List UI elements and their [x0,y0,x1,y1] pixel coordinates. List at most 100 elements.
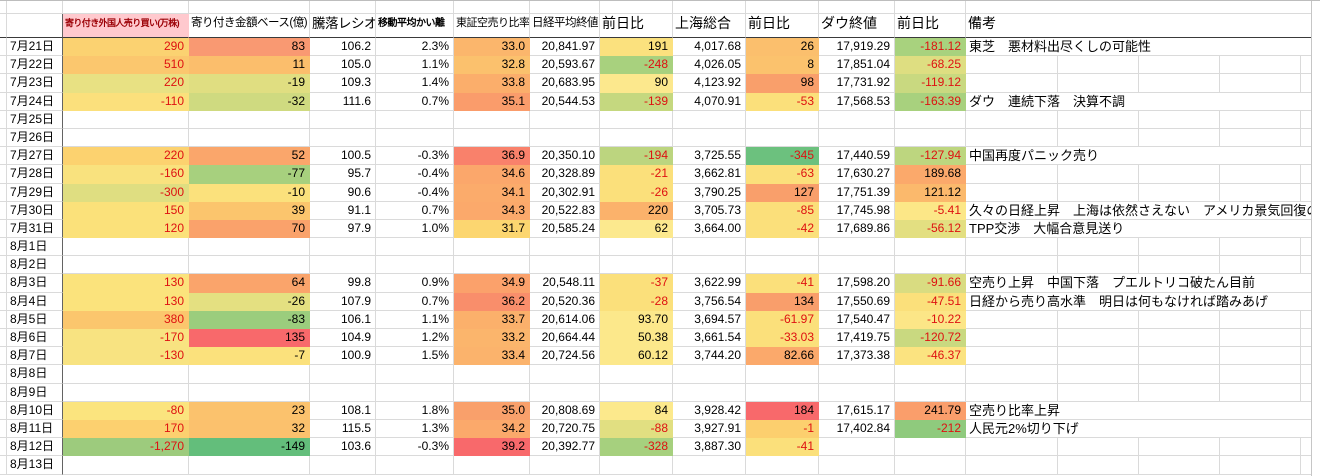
cell-nikkei[interactable]: 20,328.89 [530,165,600,183]
cell-amount[interactable]: 39 [189,202,310,220]
cell-foreign[interactable]: -1,270 [63,438,189,456]
cell-ratio[interactable]: 95.7 [310,165,376,183]
cell-nikkei_chg[interactable]: -28 [600,293,673,311]
cell-shanghai[interactable]: 3,705.73 [673,202,746,220]
cell-nikkei_chg[interactable]: -194 [600,147,673,165]
cell-ma[interactable]: 1.2% [376,329,454,347]
remark-cell[interactable]: ダウ 連続下落 決算不調 [966,93,1320,111]
cell-shanghai_chg[interactable]: -41 [746,438,819,456]
date-cell[interactable]: 8月6日 [7,329,63,347]
cell-dow[interactable]: 17,419.75 [819,329,895,347]
cell-nikkei_chg[interactable]: 50.38 [600,329,673,347]
cell-short[interactable] [454,111,530,129]
cell-nikkei[interactable]: 20,585.24 [530,220,600,238]
cell-dow_chg[interactable]: 241.79 [895,402,966,420]
remark-cell[interactable]: 久々の日経上昇 上海は依然さえない アメリカ景気回復の [966,202,1320,220]
cell-shanghai_chg[interactable] [746,111,819,129]
cell-ratio[interactable] [310,129,376,147]
cell-nikkei_chg[interactable]: 84 [600,402,673,420]
empty-cell[interactable] [0,1,7,14]
cell-shanghai[interactable] [673,384,746,402]
cell-short[interactable]: 34.2 [454,420,530,438]
cell-shanghai_chg[interactable] [746,456,819,474]
cell-ratio[interactable]: 107.9 [310,293,376,311]
date-cell[interactable]: 8月12日 [7,438,63,456]
cell-nikkei[interactable] [530,256,600,274]
cell-amount[interactable]: 23 [189,402,310,420]
column-header-short[interactable]: 東証空売り比率 [454,14,530,38]
cell-dow_chg[interactable]: -120.72 [895,329,966,347]
cell-ma[interactable]: 0.7% [376,93,454,111]
column-header-dow[interactable]: ダウ終値 [819,14,895,38]
cell-dow_chg[interactable]: -119.12 [895,74,966,92]
date-cell[interactable]: 8月3日 [7,274,63,292]
cell-amount[interactable]: -19 [189,74,310,92]
cell-nikkei_chg[interactable]: 93.70 [600,311,673,329]
cell-dow_chg[interactable]: -127.94 [895,147,966,165]
cell-nikkei[interactable]: 20,683.95 [530,74,600,92]
cell-ma[interactable]: 1.3% [376,420,454,438]
cell-ratio[interactable]: 99.8 [310,274,376,292]
cell-dow_chg[interactable]: -5.41 [895,202,966,220]
cell-foreign[interactable]: -300 [63,184,189,202]
cell-short[interactable]: 34.6 [454,165,530,183]
date-cell[interactable]: 7月28日 [7,165,63,183]
cell-amount[interactable] [189,238,310,256]
cell-amount[interactable]: -149 [189,438,310,456]
cell-amount[interactable]: -32 [189,93,310,111]
cell-foreign[interactable]: 220 [63,147,189,165]
empty-cell[interactable] [746,1,819,14]
column-header-ma[interactable]: 移動平均かい離 [376,14,454,38]
cell-ratio[interactable]: 104.9 [310,329,376,347]
cell-nikkei[interactable] [530,129,600,147]
cell-dow_chg[interactable]: -91.66 [895,274,966,292]
column-header-shanghai[interactable]: 上海総合 [673,14,746,38]
cell-dow_chg[interactable]: -163.39 [895,93,966,111]
cell-short[interactable]: 33.0 [454,38,530,56]
remark-cell[interactable]: TPP交渉 大幅合意見送り [966,220,1320,238]
cell-nikkei_chg[interactable] [600,129,673,147]
cell-nikkei_chg[interactable]: -37 [600,274,673,292]
cell-short[interactable]: 33.7 [454,311,530,329]
cell-foreign[interactable]: 150 [63,202,189,220]
cell-ratio[interactable]: 106.2 [310,38,376,56]
cell-short[interactable]: 34.9 [454,274,530,292]
cell-dow_chg[interactable] [895,129,966,147]
cell-shanghai_chg[interactable]: -85 [746,202,819,220]
cell-ma[interactable]: 1.5% [376,347,454,365]
cell-nikkei[interactable]: 20,614.06 [530,311,600,329]
date-cell[interactable]: 7月24日 [7,93,63,111]
cell-shanghai_chg[interactable]: -1 [746,420,819,438]
remark-cell[interactable] [966,184,1320,202]
cell-ma[interactable]: -0.3% [376,147,454,165]
cell-nikkei[interactable]: 20,544.53 [530,93,600,111]
cell-nikkei_chg[interactable]: -248 [600,56,673,74]
cell-shanghai[interactable] [673,129,746,147]
cell-nikkei[interactable] [530,365,600,383]
date-cell[interactable]: 7月23日 [7,74,63,92]
cell-shanghai_chg[interactable]: 98 [746,74,819,92]
cell-amount[interactable] [189,384,310,402]
column-header-date[interactable] [7,14,63,38]
cell-foreign[interactable]: -130 [63,347,189,365]
remark-cell[interactable] [966,456,1320,474]
cell-shanghai[interactable]: 4,017.68 [673,38,746,56]
cell-dow[interactable] [819,438,895,456]
cell-shanghai[interactable]: 4,026.05 [673,56,746,74]
empty-cell[interactable] [600,1,673,14]
cell-dow[interactable]: 17,550.69 [819,293,895,311]
cell-ratio[interactable]: 109.3 [310,74,376,92]
cell-dow_chg[interactable]: -68.25 [895,56,966,74]
cell-foreign[interactable] [63,384,189,402]
column-header-remark[interactable]: 備考 [966,14,1320,38]
cell-short[interactable] [454,365,530,383]
cell-ratio[interactable]: 108.1 [310,402,376,420]
cell-shanghai_chg[interactable]: -41 [746,274,819,292]
cell-nikkei_chg[interactable]: 90 [600,74,673,92]
cell-nikkei_chg[interactable]: 62 [600,220,673,238]
empty-cell[interactable] [895,1,966,14]
cell-nikkei[interactable] [530,456,600,474]
empty-cell[interactable] [454,1,530,14]
cell-ratio[interactable] [310,111,376,129]
cell-shanghai[interactable] [673,111,746,129]
